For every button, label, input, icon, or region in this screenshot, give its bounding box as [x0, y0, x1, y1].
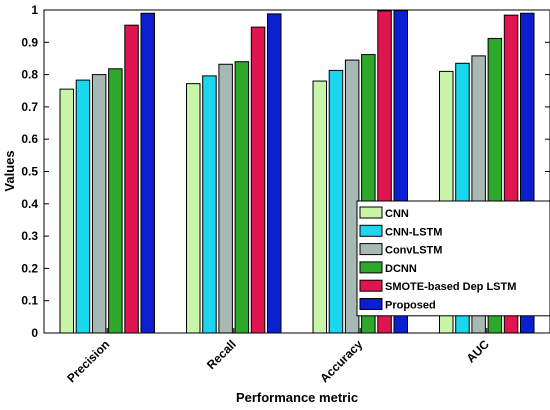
- x-axis-title: Performance metric: [236, 390, 358, 405]
- legend-label: DCNN: [385, 263, 417, 275]
- bar-smote-based-dep-lstm-recall: [250, 26, 266, 334]
- legend: CNN CNN-LSTM ConvLSTM DCNN SMOTE-based Dep L…: [356, 200, 550, 317]
- y-axis: 0 0.1 0.2 0.3 0.4 0.5 0.6 0.7 0.8 0.9 1: [21, 3, 550, 340]
- bar-cnn-lstm-accuracy: [328, 69, 344, 334]
- legend-swatch: [359, 243, 383, 256]
- y-tick-label: 1: [31, 3, 38, 17]
- legend-swatch: [359, 298, 383, 310]
- legend-label: SMOTE-based Dep LSTM: [385, 281, 516, 293]
- y-tick-label: 0.8: [21, 68, 38, 82]
- y-tick-label: 0.2: [21, 261, 38, 275]
- y-tick-label: 0.4: [21, 197, 38, 211]
- bar-cnn-accuracy: [312, 80, 327, 334]
- x-tick-label: AUC: [464, 337, 493, 366]
- legend-label: ConvLSTM: [385, 245, 442, 257]
- y-tick-label: 0.7: [21, 100, 38, 114]
- bar-smote-based-dep-lstm-precision: [124, 24, 139, 334]
- y-tick-label: 0.6: [21, 132, 38, 146]
- bar-cnn-precision: [59, 88, 74, 334]
- y-tick-label: 0.1: [21, 294, 38, 308]
- bar-convlstm-recall: [218, 63, 233, 334]
- y-tick-label: 0.5: [21, 165, 38, 179]
- bar-dcnn-precision: [108, 68, 123, 334]
- legend-box: [356, 200, 550, 317]
- legend-swatch: [359, 261, 383, 274]
- bar-convlstm-precision: [91, 74, 107, 334]
- legend-label: Proposed: [385, 300, 436, 312]
- bar-convlstm-accuracy: [344, 59, 360, 334]
- y-tick-label: 0.3: [21, 229, 38, 243]
- x-tick-label: Accuracy: [317, 337, 365, 385]
- legend-label: CNN-LSTM: [385, 226, 442, 238]
- legend-swatch: [359, 279, 383, 292]
- legend-swatch: [359, 224, 383, 237]
- bar-proposed-precision: [140, 12, 155, 334]
- y-tick-label: 0.9: [21, 35, 38, 49]
- x-tick-label: Precision: [64, 337, 112, 385]
- bar-proposed-recall: [267, 13, 282, 334]
- legend-swatch: [359, 206, 383, 219]
- legend-label: CNN: [385, 208, 409, 220]
- bar-cnn-lstm-recall: [202, 75, 217, 334]
- y-axis-title: Values: [2, 150, 17, 191]
- x-axis: Precision Recall Accuracy AUC: [64, 328, 492, 385]
- bar-dcnn-recall: [234, 61, 250, 334]
- bar-cnn-lstm-precision: [75, 79, 91, 334]
- bar-cnn-recall: [186, 83, 201, 334]
- x-tick-label: Recall: [204, 337, 239, 372]
- y-tick-label: 0: [31, 326, 38, 340]
